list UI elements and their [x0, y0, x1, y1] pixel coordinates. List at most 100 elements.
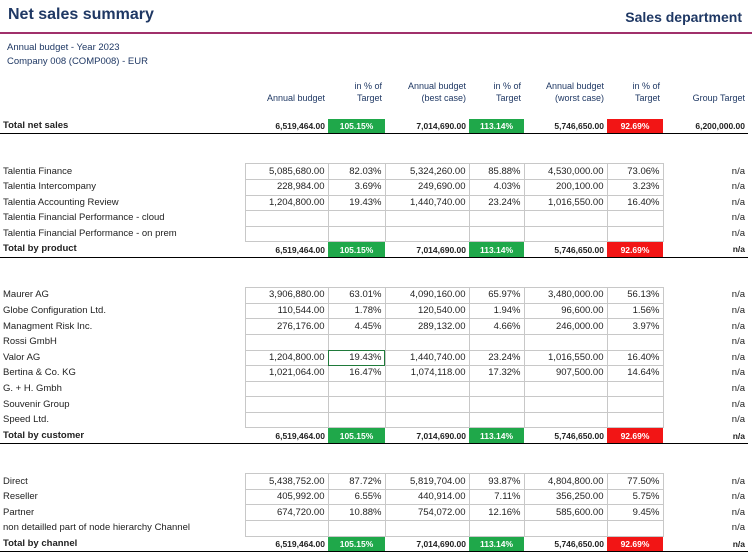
value-cell[interactable]: n/a: [731, 320, 745, 332]
value-cell[interactable]: [384, 210, 470, 227]
value-cell[interactable]: 85.88%: [468, 163, 525, 180]
value-cell[interactable]: n/a: [731, 351, 745, 363]
total-cell[interactable]: 113.14%: [469, 118, 524, 135]
value-cell[interactable]: n/a: [731, 367, 745, 379]
value-cell[interactable]: [523, 396, 608, 413]
total-cell[interactable]: 92.69%: [607, 118, 663, 135]
value-cell[interactable]: [384, 225, 470, 243]
value-cell[interactable]: [523, 411, 608, 429]
value-cell[interactable]: 14.64%: [606, 365, 664, 382]
value-cell[interactable]: 3.23%: [606, 178, 664, 196]
total-cell[interactable]: 6,519,464.00: [245, 536, 328, 552]
value-cell[interactable]: n/a: [731, 289, 745, 301]
value-cell[interactable]: n/a: [731, 165, 745, 177]
value-cell[interactable]: [606, 210, 664, 227]
value-cell[interactable]: 754,072.00: [384, 504, 470, 522]
value-cell[interactable]: 4.66%: [468, 318, 525, 335]
value-cell[interactable]: 1.94%: [468, 302, 525, 320]
value-cell[interactable]: n/a: [731, 522, 745, 534]
value-cell[interactable]: 440,914.00: [384, 488, 470, 506]
value-cell[interactable]: 1,440,740.00: [384, 349, 470, 367]
value-cell[interactable]: 17.32%: [468, 365, 525, 382]
value-cell[interactable]: [468, 411, 525, 429]
total-cell[interactable]: 6,200,000.00: [663, 118, 748, 135]
value-cell[interactable]: [244, 225, 329, 243]
total-cell[interactable]: 5,746,650.00: [524, 536, 607, 552]
total-cell[interactable]: 92.69%: [607, 241, 663, 258]
value-cell[interactable]: [327, 210, 386, 227]
value-cell[interactable]: [523, 333, 608, 351]
total-cell[interactable]: 113.14%: [469, 427, 524, 445]
total-cell[interactable]: 6,519,464.00: [245, 118, 328, 135]
total-cell[interactable]: 92.69%: [607, 427, 663, 445]
value-cell[interactable]: 6.55%: [327, 488, 386, 506]
total-cell[interactable]: 113.14%: [469, 241, 524, 258]
value-cell[interactable]: [327, 411, 386, 429]
value-cell[interactable]: 228,984.00: [244, 178, 329, 196]
value-cell[interactable]: [606, 396, 664, 413]
value-cell[interactable]: 200,100.00: [523, 178, 608, 196]
value-cell[interactable]: [606, 333, 664, 351]
value-cell[interactable]: 405,992.00: [244, 488, 329, 506]
value-cell[interactable]: n/a: [731, 506, 745, 518]
value-cell[interactable]: n/a: [731, 475, 745, 487]
value-cell[interactable]: 3,480,000.00: [523, 287, 608, 304]
total-cell[interactable]: 7,014,690.00: [385, 118, 469, 135]
value-cell[interactable]: [244, 380, 329, 398]
value-cell[interactable]: 4,090,160.00: [384, 287, 470, 304]
value-cell[interactable]: [468, 520, 525, 537]
value-cell[interactable]: [244, 520, 329, 537]
total-cell[interactable]: 6,519,464.00: [245, 427, 328, 445]
total-cell[interactable]: 105.15%: [328, 536, 385, 552]
value-cell[interactable]: n/a: [731, 305, 745, 317]
value-cell[interactable]: 356,250.00: [523, 488, 608, 506]
value-cell[interactable]: [327, 520, 386, 537]
value-cell[interactable]: 16.40%: [606, 349, 664, 367]
total-cell[interactable]: 7,014,690.00: [385, 241, 469, 258]
value-cell[interactable]: 3.69%: [327, 178, 386, 196]
value-cell[interactable]: n/a: [731, 336, 745, 348]
value-cell[interactable]: [384, 411, 470, 429]
value-cell[interactable]: 5,324,260.00: [384, 163, 470, 180]
value-cell[interactable]: n/a: [731, 212, 745, 224]
value-cell[interactable]: 23.24%: [468, 349, 525, 367]
value-cell[interactable]: 4,530,000.00: [523, 163, 608, 180]
value-cell[interactable]: 4.45%: [327, 318, 386, 335]
value-cell[interactable]: 19.43%: [327, 194, 386, 212]
value-cell[interactable]: n/a: [731, 228, 745, 240]
total-cell[interactable]: n/a: [663, 427, 748, 445]
total-cell[interactable]: 105.15%: [328, 241, 385, 258]
value-cell[interactable]: [384, 396, 470, 413]
value-cell[interactable]: 16.40%: [606, 194, 664, 212]
value-cell[interactable]: n/a: [731, 382, 745, 394]
total-cell[interactable]: 5,746,650.00: [524, 427, 607, 445]
value-cell[interactable]: 77.50%: [606, 473, 664, 490]
value-cell[interactable]: [606, 411, 664, 429]
value-cell[interactable]: 65.97%: [468, 287, 525, 304]
value-cell[interactable]: 1,204,800.00: [244, 349, 329, 367]
value-cell[interactable]: 585,600.00: [523, 504, 608, 522]
value-cell[interactable]: 19.43%: [327, 349, 386, 367]
value-cell[interactable]: [327, 396, 386, 413]
value-cell[interactable]: n/a: [731, 181, 745, 193]
total-cell[interactable]: n/a: [663, 536, 748, 552]
total-cell[interactable]: 6,519,464.00: [245, 241, 328, 258]
value-cell[interactable]: 674,720.00: [244, 504, 329, 522]
value-cell[interactable]: 249,690.00: [384, 178, 470, 196]
value-cell[interactable]: 5,085,680.00: [244, 163, 329, 180]
value-cell[interactable]: n/a: [731, 414, 745, 426]
value-cell[interactable]: 1.56%: [606, 302, 664, 320]
value-cell[interactable]: [244, 411, 329, 429]
value-cell[interactable]: [468, 225, 525, 243]
value-cell[interactable]: 12.16%: [468, 504, 525, 522]
value-cell[interactable]: [244, 396, 329, 413]
value-cell[interactable]: 7.11%: [468, 488, 525, 506]
total-cell[interactable]: 7,014,690.00: [385, 427, 469, 445]
value-cell[interactable]: [468, 396, 525, 413]
value-cell[interactable]: 1.78%: [327, 302, 386, 320]
value-cell[interactable]: 246,000.00: [523, 318, 608, 335]
value-cell[interactable]: 1,204,800.00: [244, 194, 329, 212]
value-cell[interactable]: [244, 210, 329, 227]
value-cell[interactable]: [468, 333, 525, 351]
value-cell[interactable]: 4.03%: [468, 178, 525, 196]
